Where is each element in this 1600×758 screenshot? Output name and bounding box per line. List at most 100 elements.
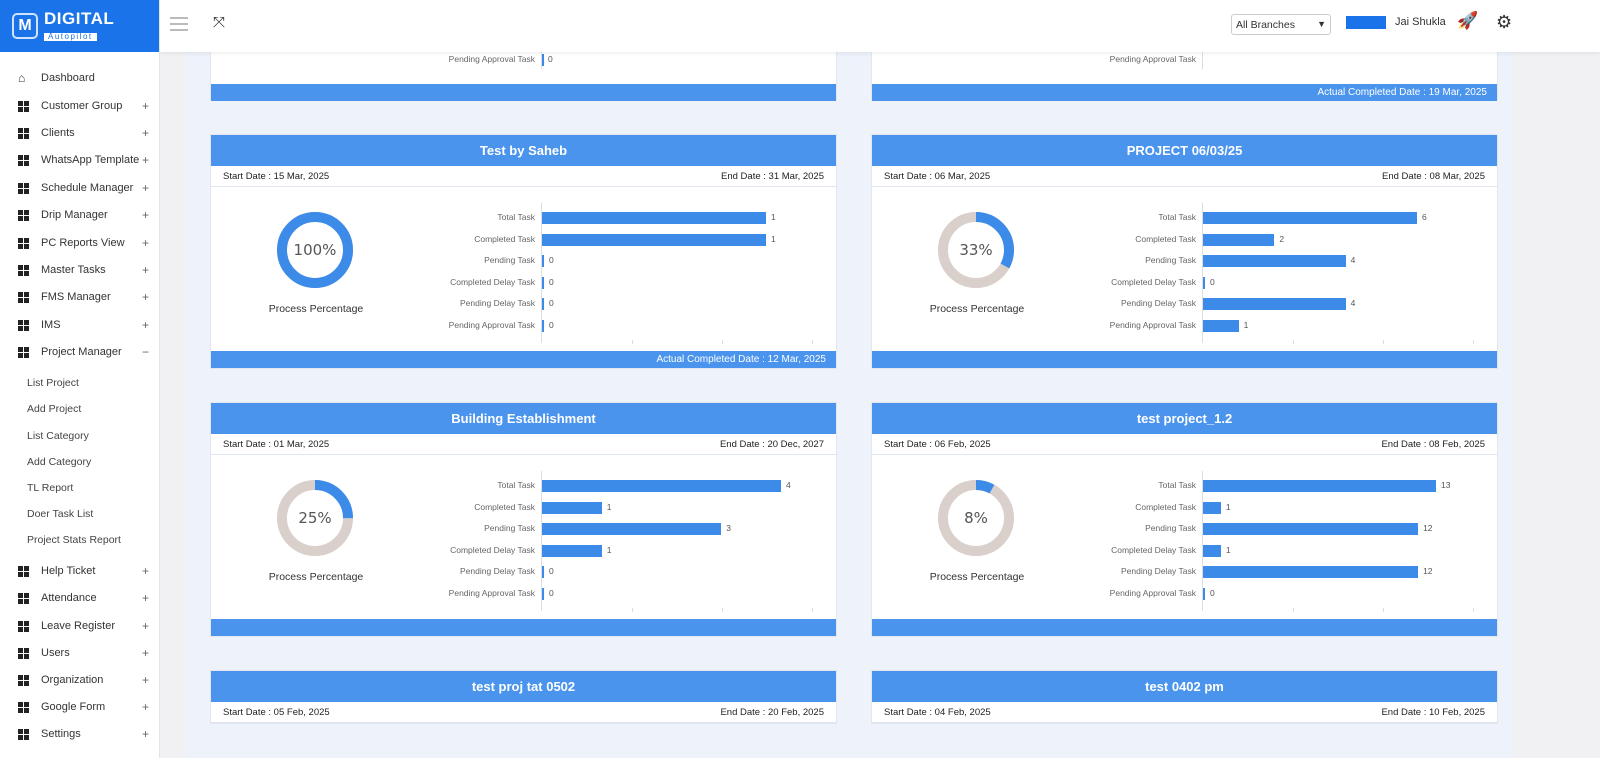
bar [542,276,544,289]
card-footer [872,619,1497,636]
bar [1203,276,1205,289]
expand-icon[interactable]: + [142,99,150,113]
start-date: Start Date : 04 Feb, 2025 [884,706,991,718]
submenu-item[interactable]: Project Stats Report [27,534,121,546]
process-percent: 100% [293,241,337,259]
sidebar-item-leave-register[interactable]: Leave Register + [0,613,160,639]
branch-select-value: All Branches [1236,19,1295,31]
sidebar-item-attendance[interactable]: Attendance + [0,585,160,611]
grid-icon [18,291,29,303]
user-name[interactable]: Jai Shukla [1395,16,1446,28]
sidebar-item-label: IMS [41,319,61,331]
donut-progress [938,480,1014,556]
end-date: End Date : 08 Mar, 2025 [1382,170,1485,182]
submenu-item[interactable]: Add Project [27,403,82,415]
expand-icon[interactable]: + [142,126,150,140]
sidebar-item-project-manager[interactable]: Project Manager − [0,339,160,365]
grid-icon [18,154,29,166]
menu-toggle-icon[interactable] [170,17,188,31]
fullscreen-icon[interactable]: ⤧ [213,14,226,31]
expand-icon[interactable]: + [142,700,150,714]
expand-icon[interactable]: + [142,290,150,304]
project-card: test project_1.2 Start Date : 06 Feb, 20… [871,402,1498,637]
bar-row: Pending Task 0 [211,254,838,268]
expand-icon[interactable]: + [142,153,150,167]
axis-tick [1473,608,1474,612]
sidebar-item-schedule-manager[interactable]: Schedule Manager + [0,175,160,201]
expand-icon[interactable]: + [142,318,150,332]
sidebar-item-fms-manager[interactable]: FMS Manager + [0,284,160,310]
bar-value: 2 [1279,233,1285,244]
bar [1203,320,1239,332]
sidebar-item-customer-group[interactable]: Customer Group + [0,93,160,119]
card-footer: Actual Completed Date : 19 Mar, 2025 [872,84,1497,101]
bar-value: 1 [771,212,776,222]
expand-icon[interactable]: + [142,591,150,605]
sidebar-item-pc-reports-view[interactable]: PC Reports View + [0,230,160,256]
sidebar-item-settings[interactable]: Settings + [0,721,160,747]
expand-icon[interactable]: + [142,727,150,741]
brand-tagline: Autopilot [44,32,97,41]
branch-select[interactable]: All Branches ▼ [1231,14,1331,35]
process-percent: 25% [298,509,332,527]
rocket-icon[interactable]: 🚀 [1457,11,1479,30]
bar-value: 0 [549,320,554,330]
sidebar-item-label: Google Form [41,701,106,713]
grid-icon [18,701,29,713]
submenu-item[interactable]: List Project [27,377,79,389]
grid-icon [18,565,29,577]
project-title[interactable]: Building Establishment [211,403,836,434]
bar-row: Completed Delay Task 1 [872,544,1499,558]
bar-value: 1 [606,501,612,512]
bar-label: Completed Delay Task [1111,276,1196,287]
brand-logo[interactable]: M DIGITAL Autopilot [0,0,159,52]
sidebar-item-organization[interactable]: Organization + [0,667,160,693]
sidebar-item-label: Customer Group [41,100,123,112]
bar-value: 0 [549,255,554,266]
top-header: ⤧ All Branches ▼ Jai Shukla 🚀 ⚙ [160,0,1600,52]
bar-row: Total Task 1 [211,211,838,225]
bar-label: Total Task [1158,480,1196,490]
sidebar-item-drip-manager[interactable]: Drip Manager + [0,202,160,228]
expand-icon[interactable]: + [142,673,150,687]
expand-icon[interactable]: + [142,564,150,578]
sidebar-item-whatsapp-template[interactable]: WhatsApp Template + [0,147,160,173]
bar-value: 0 [1210,276,1215,287]
project-title[interactable]: test project_1.2 [872,403,1497,434]
sidebar-item-ims[interactable]: IMS + [0,312,160,338]
bar-row: Pending Task 12 [872,522,1499,536]
card-footer [872,351,1497,368]
submenu-item[interactable]: TL Report [27,482,74,494]
bar-label: Pending Delay Task [460,566,535,577]
grid-icon [18,728,29,740]
settings-gear-icon[interactable]: ⚙ [1496,12,1513,32]
start-date: Start Date : 01 Mar, 2025 [223,438,330,450]
sidebar-item-users[interactable]: Users + [0,640,160,666]
sidebar-item-google-form[interactable]: Google Form + [0,694,160,720]
sidebar-item-help-ticket[interactable]: Help Ticket + [0,558,160,584]
project-title[interactable]: test 0402 pm [872,671,1497,702]
sidebar-item-master-tasks[interactable]: Master Tasks + [0,257,160,283]
expand-icon[interactable]: + [142,646,150,660]
bar [1203,501,1221,514]
project-title[interactable]: PROJECT 06/03/25 [872,135,1497,166]
bar [1203,212,1417,224]
bar-row: Pending Approval Task 0 [211,587,838,601]
expand-icon[interactable]: + [142,263,150,277]
expand-icon[interactable]: + [142,619,150,633]
sidebar-item-dashboard[interactable]: ⌂ Dashboard [0,65,160,91]
project-title[interactable]: Test by Saheb [211,135,836,166]
sidebar-item-label: Leave Register [41,620,115,632]
project-title[interactable]: test proj tat 0502 [211,671,836,702]
logo-mark-icon: M [12,13,38,39]
submenu-item[interactable]: Add Category [27,456,92,468]
sidebar-item-clients[interactable]: Clients + [0,120,160,146]
sidebar-item-label: Users [41,647,70,659]
expand-icon[interactable]: + [142,236,150,250]
bar-label: Pending Task [484,523,535,534]
expand-icon[interactable]: − [142,345,150,359]
expand-icon[interactable]: + [142,181,150,195]
submenu-item[interactable]: List Category [27,430,89,442]
expand-icon[interactable]: + [142,208,150,222]
submenu-item[interactable]: Doer Task List [27,508,94,520]
